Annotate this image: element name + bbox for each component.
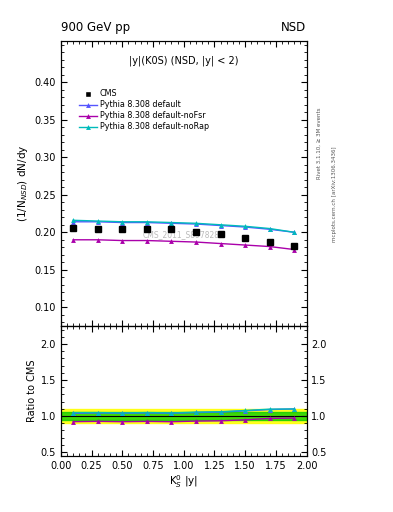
Y-axis label: (1/N$_{NSD}$) dN/dy: (1/N$_{NSD}$) dN/dy: [16, 145, 30, 222]
Text: mcplots.cern.ch [arXiv:1306.3436]: mcplots.cern.ch [arXiv:1306.3436]: [332, 147, 337, 242]
X-axis label: K$^0_S$ |y|: K$^0_S$ |y|: [169, 473, 198, 490]
Bar: [61, 409, 307, 423]
Y-axis label: Ratio to CMS: Ratio to CMS: [26, 359, 37, 422]
Text: NSD: NSD: [281, 21, 307, 34]
Text: 900 GeV pp: 900 GeV pp: [61, 21, 130, 34]
Text: |y|(K0S) (NSD, |y| < 2): |y|(K0S) (NSD, |y| < 2): [129, 55, 239, 66]
Bar: [61, 413, 307, 420]
Text: Rivet 3.1.10, ≥ 3M events: Rivet 3.1.10, ≥ 3M events: [316, 108, 321, 179]
Text: CMS_2011_S8978280: CMS_2011_S8978280: [143, 230, 225, 239]
Legend: CMS, Pythia 8.308 default, Pythia 8.308 default-noFsr, Pythia 8.308 default-noRa: CMS, Pythia 8.308 default, Pythia 8.308 …: [77, 88, 211, 133]
